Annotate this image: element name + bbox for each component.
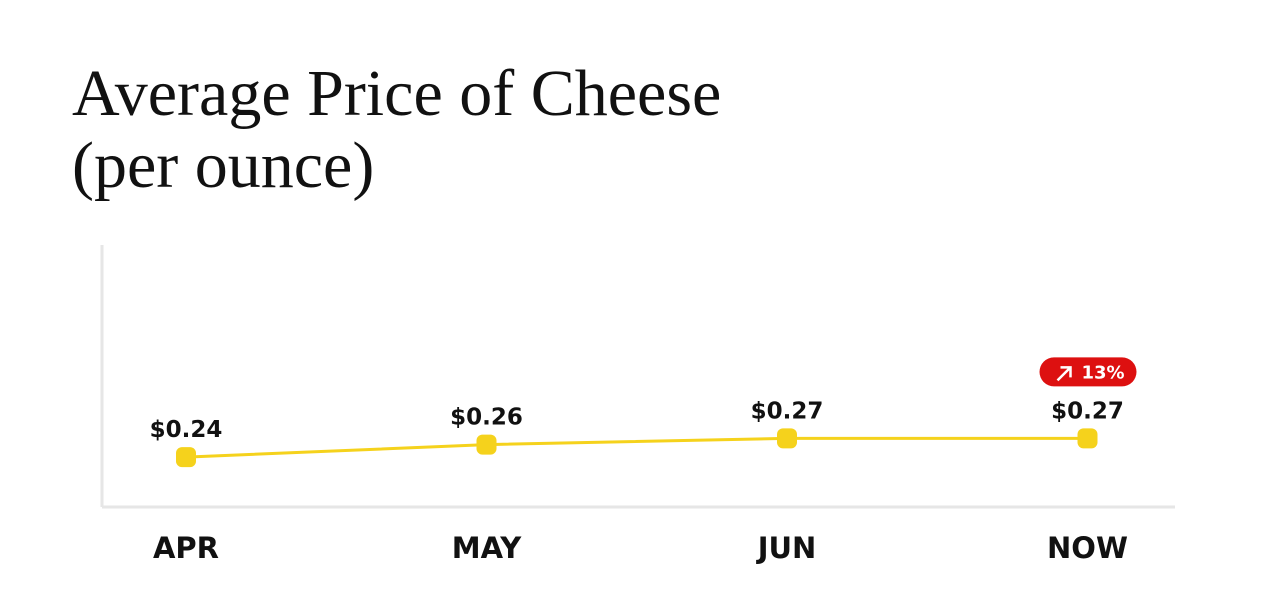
marker [476, 434, 497, 455]
marker [1077, 428, 1098, 449]
badge-label: 13% [1082, 362, 1125, 383]
x-tick-label: APR [153, 531, 219, 565]
chart-title: Average Price of Cheese [72, 57, 721, 130]
value-label: $0.27 [751, 398, 824, 424]
value-label: $0.24 [150, 417, 223, 443]
x-tick-label: NOW [1047, 531, 1128, 565]
value-label: $0.26 [450, 405, 523, 431]
chart-title: (per ounce) [72, 129, 374, 202]
change-badge: 13% [1039, 357, 1137, 387]
x-tick-label: JUN [756, 531, 817, 565]
line [185, 436, 1088, 459]
badge-arrow [1056, 366, 1072, 382]
value-label: $0.27 [1051, 398, 1124, 424]
marker [777, 428, 797, 449]
badge-background [1039, 357, 1137, 387]
marker [176, 447, 196, 468]
x-tick-label: MAY [452, 531, 523, 565]
